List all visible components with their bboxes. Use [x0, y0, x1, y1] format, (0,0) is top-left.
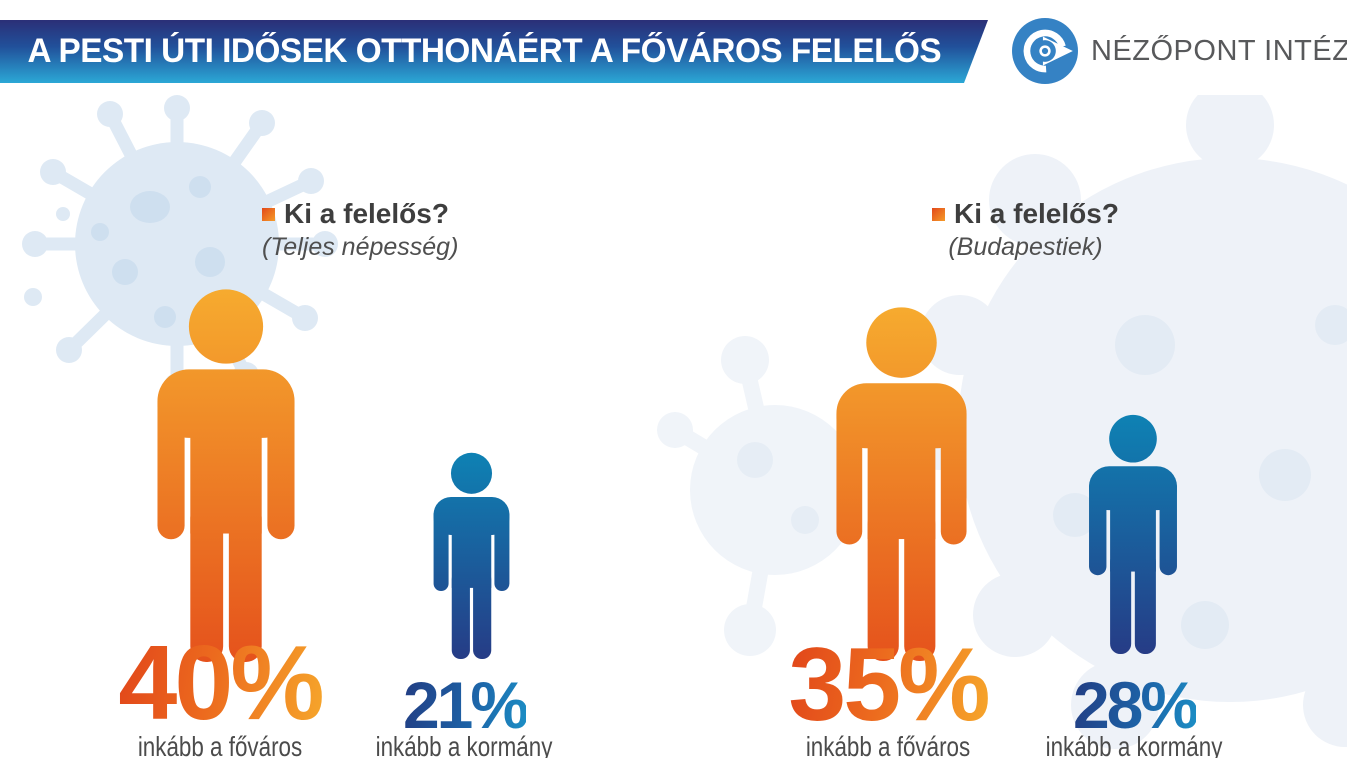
- value-kormany-budapest: 28%: [1072, 668, 1199, 742]
- panel-left-header: Ki a felelős? (Teljes népesség): [262, 198, 458, 262]
- page-title: A PESTI ÚTI IDŐSEK OTTHONÁÉRT A FŐVÁROS …: [27, 32, 942, 70]
- panel-left-question: Ki a felelős?: [284, 198, 449, 229]
- value-fovaros-teljes: 40%: [118, 624, 324, 742]
- nezopont-eye-logo-icon: [1012, 18, 1078, 84]
- panel-left-subtitle: (Teljes népesség): [262, 233, 459, 261]
- person-figure-blue-left-icon: [424, 452, 519, 659]
- caption-fovaros-teljes: inkább a főváros: [137, 731, 303, 758]
- title-banner: A PESTI ÚTI IDŐSEK OTTHONÁÉRT A FŐVÁROS …: [0, 20, 988, 83]
- caption-kormany-teljes: inkább a kormány: [375, 731, 553, 758]
- caption-fovaros-budapest: inkább a főváros: [805, 731, 971, 758]
- panel-right-subtitle: (Budapestiek): [948, 233, 1103, 261]
- value-kormany-teljes: 21%: [402, 668, 529, 742]
- person-figure-orange-left-icon: [140, 288, 312, 662]
- panel-right-header: Ki a felelős? (Budapestiek): [932, 198, 1119, 262]
- orange-square-bullet-icon: [262, 207, 275, 221]
- brand-name: NÉZŐPONT INTÉZET: [1091, 34, 1347, 67]
- panel-right-question: Ki a felelős?: [954, 198, 1119, 229]
- brand-logo: NÉZŐPONT INTÉZET: [1012, 18, 1347, 84]
- orange-square-bullet-icon: [932, 207, 945, 221]
- value-fovaros-budapest: 35%: [788, 627, 990, 743]
- person-figure-blue-right-icon: [1078, 414, 1188, 654]
- caption-kormany-budapest: inkább a kormány: [1045, 731, 1223, 758]
- coronavirus-decoration-center-icon: [657, 336, 860, 656]
- person-figure-orange-right-icon: [820, 306, 983, 661]
